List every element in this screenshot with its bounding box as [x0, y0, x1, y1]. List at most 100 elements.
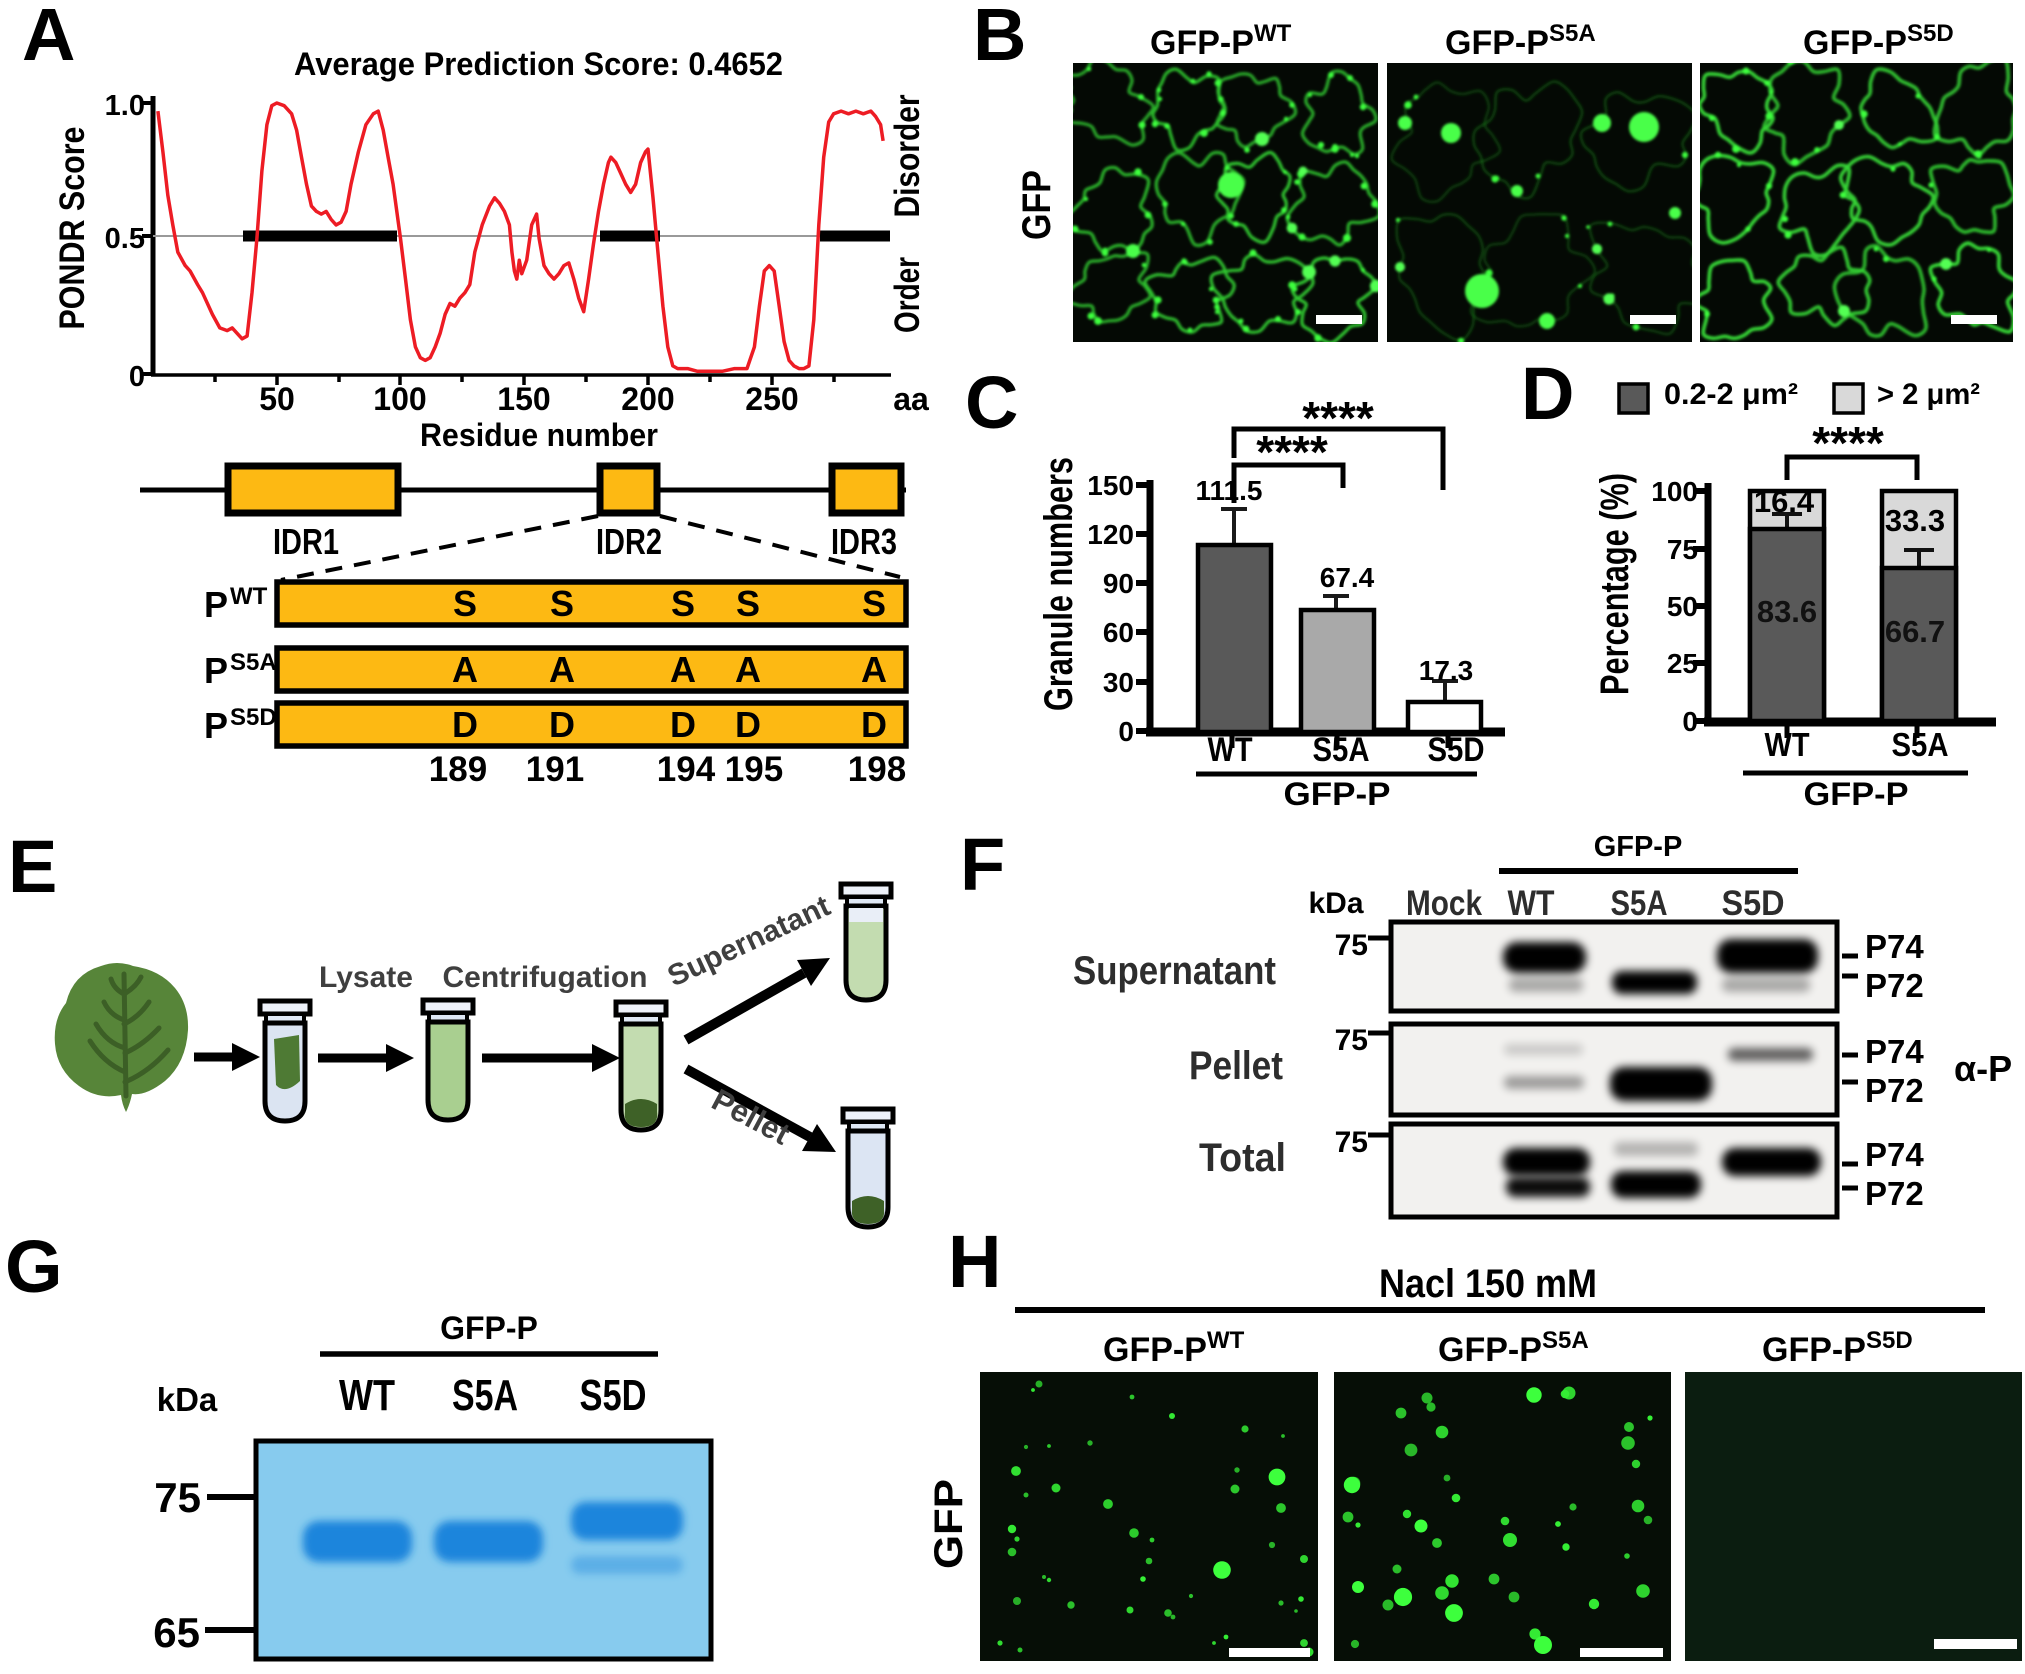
svg-text:33.3: 33.3 — [1885, 503, 1945, 538]
svg-text:C: C — [965, 361, 1018, 444]
svg-text:GFP-P: GFP-P — [1804, 776, 1909, 812]
svg-text:150: 150 — [1087, 470, 1134, 501]
svg-text:S5A: S5A — [1542, 1327, 1589, 1354]
svg-text:A: A — [549, 649, 575, 690]
svg-text:150: 150 — [497, 381, 550, 417]
svg-text:S5D: S5D — [580, 1371, 647, 1420]
svg-text:GFP-P: GFP-P — [1284, 776, 1391, 812]
svg-text:WT: WT — [339, 1371, 395, 1420]
svg-text:P: P — [204, 705, 228, 746]
svg-text:189: 189 — [429, 750, 487, 789]
svg-text:25: 25 — [1667, 648, 1698, 679]
svg-text:Lysate: Lysate — [319, 961, 413, 994]
svg-text:83.6: 83.6 — [1757, 594, 1817, 629]
svg-text:D: D — [735, 704, 761, 745]
svg-text:P: P — [204, 650, 228, 691]
svg-text:16.4: 16.4 — [1754, 484, 1815, 519]
svg-text:Percentage (%): Percentage (%) — [1593, 473, 1637, 695]
svg-text:Supernatant: Supernatant — [1073, 949, 1276, 993]
svg-text:P72: P72 — [1865, 1072, 1924, 1109]
svg-text:α-P: α-P — [1954, 1048, 2012, 1089]
svg-text:WT: WT — [230, 583, 268, 610]
svg-text:Average Prediction Score: 0.46: Average Prediction Score: 0.4652 — [294, 46, 783, 82]
svg-text:0.2-2 μm²: 0.2-2 μm² — [1664, 378, 1798, 411]
svg-text:200: 200 — [621, 381, 674, 417]
svg-text:S5A: S5A — [1313, 731, 1370, 769]
svg-text:Nacl 150 mM: Nacl 150 mM — [1379, 1262, 1597, 1306]
svg-text:D: D — [549, 704, 575, 745]
svg-text:> 2 μm²: > 2 μm² — [1877, 378, 1980, 411]
svg-text:Pellet: Pellet — [706, 1082, 795, 1152]
svg-text:GFP-P: GFP-P — [1762, 1331, 1866, 1369]
svg-text:kDa: kDa — [157, 1381, 218, 1418]
svg-text:67.4: 67.4 — [1320, 562, 1375, 593]
svg-text:60: 60 — [1103, 617, 1134, 648]
svg-text:IDR3: IDR3 — [831, 521, 897, 562]
svg-text:WT: WT — [1765, 726, 1810, 763]
svg-text:kDa: kDa — [1308, 887, 1363, 920]
svg-text:100: 100 — [1651, 476, 1698, 507]
svg-text:GFP: GFP — [927, 1479, 971, 1569]
svg-text:****: **** — [1302, 392, 1374, 444]
svg-text:D: D — [452, 704, 478, 745]
svg-text:S5A: S5A — [1549, 20, 1596, 47]
svg-text:S: S — [453, 583, 477, 624]
svg-text:A: A — [22, 0, 75, 76]
svg-text:Centrifugation: Centrifugation — [443, 961, 648, 994]
svg-text:GFP-P: GFP-P — [1445, 24, 1549, 62]
svg-text:0: 0 — [129, 361, 145, 393]
svg-text:66.7: 66.7 — [1885, 614, 1945, 649]
svg-text:GFP-P: GFP-P — [1438, 1331, 1542, 1369]
svg-text:D: D — [1521, 355, 1574, 435]
svg-text:S: S — [862, 583, 886, 624]
svg-text:S5A: S5A — [1892, 726, 1949, 763]
svg-text:aa: aa — [893, 381, 929, 417]
svg-text:P72: P72 — [1865, 967, 1924, 1004]
svg-text:120: 120 — [1087, 519, 1134, 550]
svg-text:IDR2: IDR2 — [596, 521, 662, 562]
svg-text:111.5: 111.5 — [1196, 475, 1263, 506]
svg-text:Disorder: Disorder — [888, 94, 927, 217]
svg-text:194: 194 — [657, 750, 716, 789]
svg-text:Total: Total — [1199, 1136, 1286, 1180]
svg-text:75: 75 — [1335, 1126, 1368, 1159]
svg-text:D: D — [861, 704, 887, 745]
svg-text:S: S — [671, 583, 695, 624]
svg-text:S5A: S5A — [230, 649, 277, 676]
svg-text:100: 100 — [373, 381, 426, 417]
svg-text:S5D: S5D — [1428, 731, 1485, 769]
svg-text:B: B — [973, 0, 1026, 76]
svg-text:90: 90 — [1103, 568, 1134, 599]
svg-text:G: G — [5, 1230, 63, 1308]
svg-text:WT: WT — [1208, 731, 1253, 769]
svg-text:75: 75 — [1667, 534, 1698, 565]
svg-text:Pellet: Pellet — [1189, 1044, 1283, 1088]
svg-text:A: A — [670, 649, 696, 690]
svg-text:P74: P74 — [1865, 1033, 1924, 1070]
svg-text:1.0: 1.0 — [105, 90, 145, 122]
svg-text:30: 30 — [1103, 667, 1134, 698]
svg-text:S: S — [550, 583, 574, 624]
svg-text:PONDR Score: PONDR Score — [53, 127, 92, 330]
svg-text:65: 65 — [153, 1609, 200, 1656]
svg-text:GFP-P: GFP-P — [1150, 24, 1254, 62]
svg-text:WT: WT — [1207, 1327, 1245, 1354]
svg-text:0: 0 — [1682, 706, 1698, 737]
svg-text:191: 191 — [526, 750, 584, 789]
svg-text:GFP-P: GFP-P — [1103, 1331, 1207, 1369]
svg-text:WT: WT — [1508, 884, 1555, 923]
svg-text:D: D — [670, 704, 696, 745]
svg-text:50: 50 — [1667, 591, 1698, 622]
svg-text:Granule numbers: Granule numbers — [1037, 457, 1081, 711]
svg-text:Order: Order — [888, 257, 927, 333]
svg-text:250: 250 — [745, 381, 798, 417]
svg-text:S: S — [736, 583, 760, 624]
svg-text:S5D: S5D — [1722, 884, 1785, 923]
svg-text:50: 50 — [259, 381, 295, 417]
svg-text:****: **** — [1812, 417, 1884, 469]
svg-text:Mock: Mock — [1406, 884, 1482, 923]
svg-text:A: A — [861, 649, 887, 690]
svg-text:0.5: 0.5 — [105, 223, 145, 255]
svg-text:A: A — [452, 649, 478, 690]
svg-text:P74: P74 — [1865, 928, 1924, 965]
